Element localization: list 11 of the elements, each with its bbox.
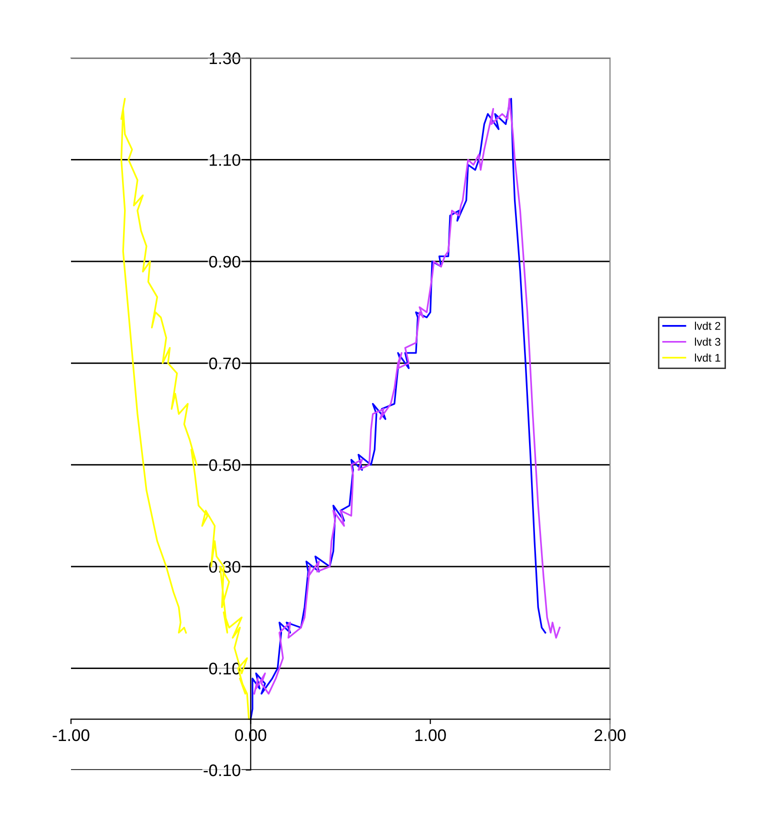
line-series: [120, 98, 250, 720]
legend-label: lvdt 3: [694, 338, 720, 346]
y-tick-label: 1.10: [210, 154, 240, 166]
legend-label: lvdt 2: [694, 322, 720, 330]
y-tick-label: -0.10: [204, 764, 240, 776]
legend-label: lvdt 1: [694, 354, 720, 362]
x-tick-label: 1.00: [415, 729, 446, 742]
y-tick-label: 0.90: [209, 256, 240, 268]
y-tick-label: 0.70: [209, 358, 240, 370]
y-tick-label: 0.50: [209, 459, 240, 472]
x-tick-label: -1.00: [52, 729, 90, 742]
